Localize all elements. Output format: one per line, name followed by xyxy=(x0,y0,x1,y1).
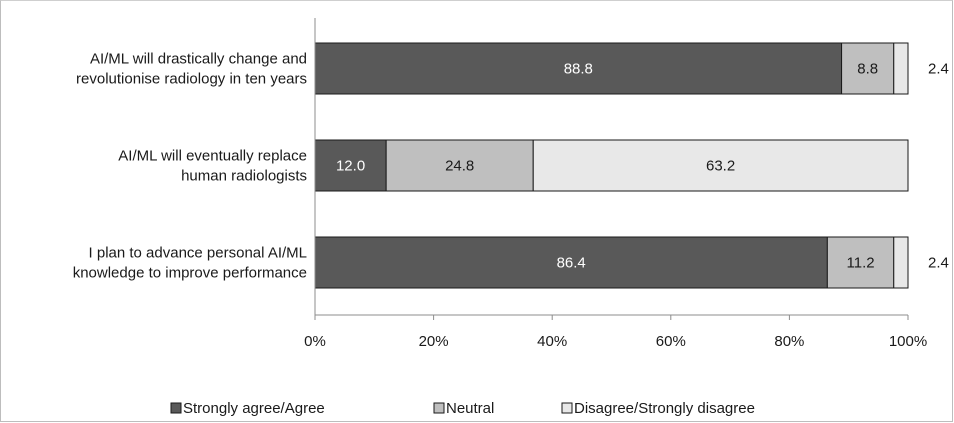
data-labels-group: 88.8 8.8 2.4 12.0 24.8 63.2 86.4 11.2 2.4 xyxy=(336,61,949,272)
data-label-2-1: 11.2 xyxy=(847,255,875,272)
bar-segment-2-2 xyxy=(893,236,909,289)
bar-segment-2-0 xyxy=(314,236,828,289)
legend-label-0: Strongly agree/Agree xyxy=(183,400,325,417)
category-label-0-line-1: revolutionise radiology in ten years xyxy=(76,71,307,88)
bar-segment-1-1 xyxy=(385,139,534,192)
data-label-2-0: 86.4 xyxy=(557,255,586,272)
category-label-1-line-1: human radiologists xyxy=(181,168,307,185)
category-label-1-line-0: AI/ML will eventually replace xyxy=(118,148,307,165)
bar-segment-1-2 xyxy=(532,139,909,192)
legend-swatch-2 xyxy=(561,402,573,414)
bars-group xyxy=(314,42,909,289)
data-label-0-0: 88.8 xyxy=(564,61,593,78)
x-tick-label-4: 80% xyxy=(774,333,804,350)
data-label-1-2: 63.2 xyxy=(706,158,735,175)
data-label-0-2: 2.4 xyxy=(928,61,949,78)
data-label-1-1: 24.8 xyxy=(445,158,474,175)
data-label-0-1: 8.8 xyxy=(857,61,878,78)
legend-swatch-1 xyxy=(433,402,445,414)
bar-segment-0-2 xyxy=(893,42,909,95)
category-label-2-line-0: I plan to advance personal AI/ML xyxy=(89,245,307,262)
data-label-2-2: 2.4 xyxy=(928,255,949,272)
legend: Strongly agree/Agree Neutral Disagree/Stro… xyxy=(170,400,755,417)
x-tick-label-3: 60% xyxy=(656,333,686,350)
category-label-2-line-1: knowledge to improve performance xyxy=(73,265,307,282)
legend-label-1: Neutral xyxy=(446,400,494,417)
data-label-1-0: 12.0 xyxy=(336,158,365,175)
x-axis-group: 0% 20% 40% 60% 80% 100% xyxy=(304,314,927,350)
category-label-0-line-0: AI/ML will drastically change and xyxy=(90,51,307,68)
x-tick-label-0: 0% xyxy=(304,333,326,350)
bar-segment-2-1 xyxy=(826,236,895,289)
x-tick-label-1: 20% xyxy=(419,333,449,350)
x-tick-label-5: 100% xyxy=(889,333,927,350)
bar-segment-0-1 xyxy=(841,42,895,95)
bar-segment-0-0 xyxy=(314,42,843,95)
legend-label-2: Disagree/Strongly disagree xyxy=(574,400,755,417)
x-tick-label-2: 40% xyxy=(537,333,567,350)
legend-swatch-0 xyxy=(170,402,182,414)
category-labels-group: AI/ML will drastically change and revolut… xyxy=(73,51,307,282)
